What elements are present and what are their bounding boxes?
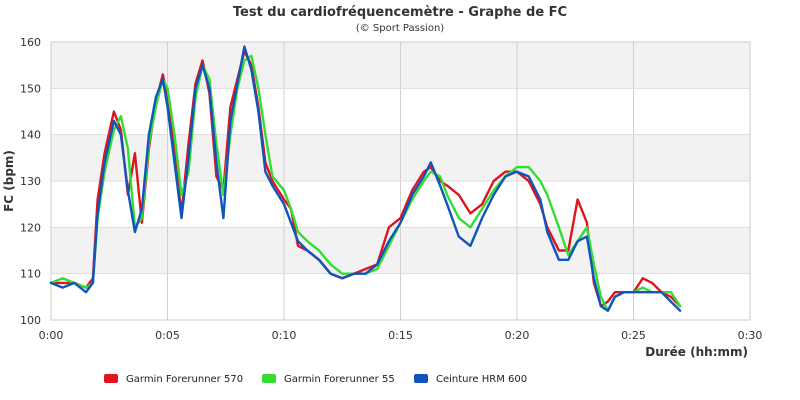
legend-label: Ceinture HRM 600 [436,374,527,385]
legend-label: Garmin Forerunner 570 [126,374,243,385]
series-layer [49,45,682,312]
x-tick-label: 0:20 [505,329,530,342]
y-tick-label: 160 [20,36,41,49]
legend-item-1: Garmin Forerunner 570 [104,374,243,385]
x-tick-label: 0:15 [388,329,413,342]
x-axis-label: Durée (hh:mm) [645,345,748,359]
y-tick-label: 110 [20,268,41,281]
legend-swatch [262,374,276,383]
legend-swatch [414,374,428,383]
y-tick-label: 100 [20,314,41,327]
x-tick-label: 0:25 [621,329,646,342]
y-tick-label: 150 [20,82,41,95]
y-tick-labels: 100 110 120 130 140 150 160 [20,36,41,327]
x-tick-label: 0:30 [738,329,763,342]
y-axis-label: FC (bpm) [2,150,16,212]
y-tick-label: 140 [20,129,41,142]
plot-frame [50,41,751,321]
x-tick-label: 0:00 [39,329,64,342]
legend: Garmin Forerunner 570 Garmin Forerunner 5… [104,374,527,385]
legend-item-2: Garmin Forerunner 55 [262,374,395,385]
legend-item-3: Ceinture HRM 600 [414,374,527,385]
y-tick-label: 130 [20,175,41,188]
legend-swatch [104,374,118,383]
chart-subtitle: (© Sport Passion) [356,23,444,34]
series-line-3 [49,45,682,312]
y-tick-label: 120 [20,221,41,234]
chart-title: Test du cardiofréquencemètre - Graphe de… [233,5,567,20]
x-tick-label: 0:10 [272,329,297,342]
legend-label: Garmin Forerunner 55 [284,374,395,385]
x-tick-label: 0:05 [155,329,180,342]
x-tick-labels: 0:00 0:05 0:10 0:15 0:20 0:25 0:30 [39,329,763,342]
